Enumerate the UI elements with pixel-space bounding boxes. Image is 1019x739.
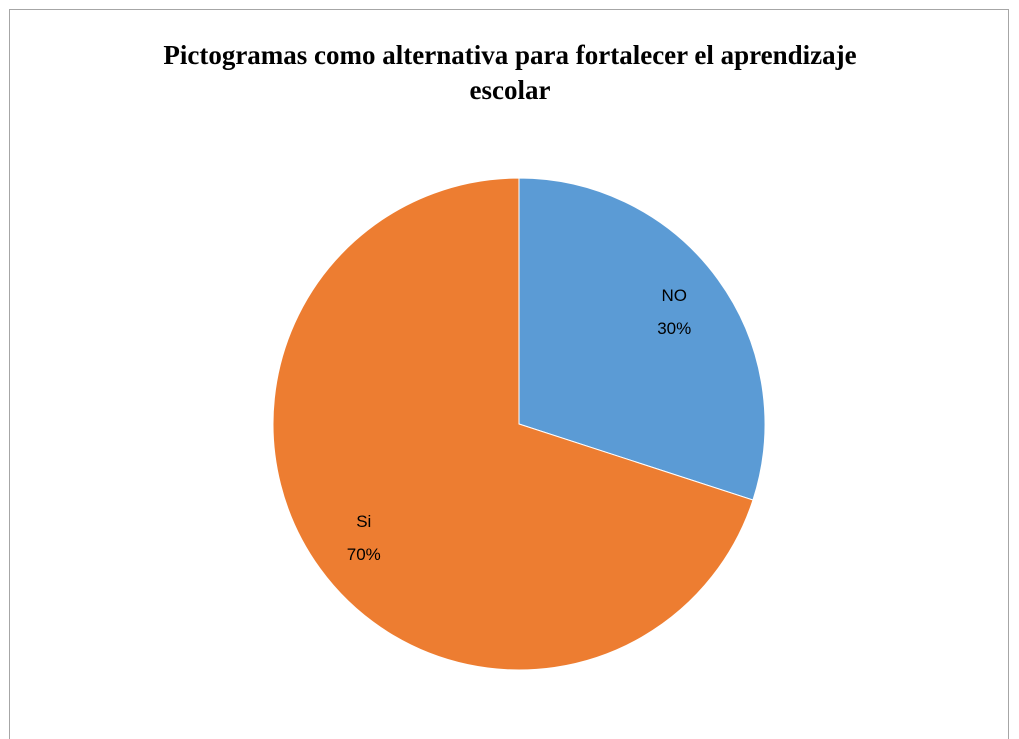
slice-category-label: NO bbox=[661, 286, 687, 305]
pie-slice bbox=[272, 177, 754, 671]
pie-slice bbox=[518, 177, 766, 501]
slice-value-label: 30% bbox=[657, 319, 691, 338]
chart-border bbox=[9, 9, 1009, 739]
chart-title: Pictogramas como alternativa para fortal… bbox=[163, 40, 857, 105]
slice-category-label: Si bbox=[356, 512, 371, 531]
slice-value-label: 70% bbox=[347, 545, 381, 564]
